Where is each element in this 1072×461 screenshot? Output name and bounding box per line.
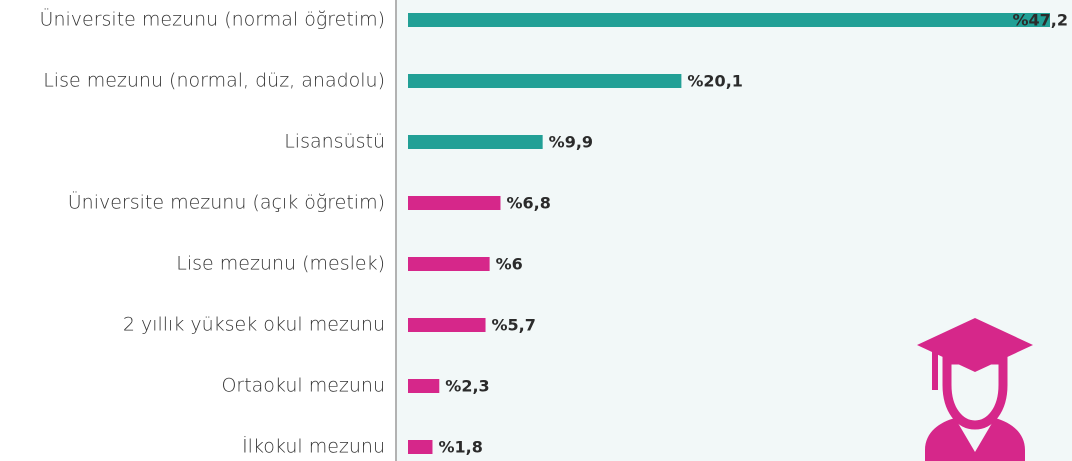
value-label: %5,7 — [492, 316, 536, 335]
bar — [408, 257, 490, 271]
category-label: Lisansüstü — [284, 131, 385, 153]
bar — [408, 196, 501, 210]
bar — [408, 379, 440, 393]
category-label: Ortaokul mezunu — [221, 375, 385, 397]
value-label: %6,8 — [506, 194, 550, 213]
category-label: Üniversite mezunu (normal öğretim) — [40, 8, 385, 31]
value-label: %20,1 — [687, 72, 743, 91]
plot-background — [397, 0, 1072, 461]
bar — [408, 440, 433, 454]
category-label: Lise mezunu (meslek) — [176, 253, 385, 275]
graduate-icon — [917, 318, 1033, 461]
category-label: İlkokul mezunu — [242, 435, 385, 458]
category-label: Üniversite mezunu (açık öğretim) — [68, 191, 385, 214]
bar — [408, 74, 682, 88]
category-label: Lise mezunu (normal, düz, anadolu) — [43, 70, 385, 92]
bar — [408, 318, 486, 332]
category-label: 2 yıllık yüksek okul mezunu — [123, 314, 385, 336]
bar — [408, 13, 1050, 27]
value-label: %2,3 — [445, 377, 489, 396]
value-label: %9,9 — [549, 133, 593, 152]
value-label: %47,2 — [1012, 11, 1068, 30]
bar — [408, 135, 543, 149]
value-label: %1,8 — [438, 438, 482, 457]
value-label: %6 — [496, 255, 523, 274]
